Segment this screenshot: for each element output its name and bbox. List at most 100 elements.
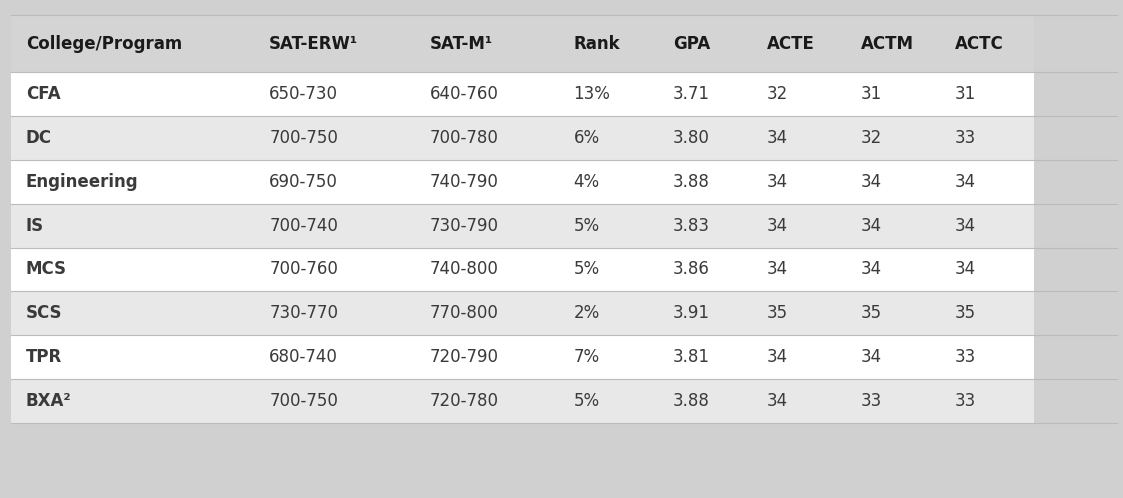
Text: 700-740: 700-740 (270, 217, 338, 235)
Text: 34: 34 (767, 348, 788, 366)
Text: 3.80: 3.80 (673, 129, 710, 147)
Text: IS: IS (26, 217, 44, 235)
Bar (559, 335, 658, 379)
Bar (11, 116, 255, 160)
Text: ACTC: ACTC (955, 34, 1004, 53)
Text: 34: 34 (767, 260, 788, 278)
Text: 740-800: 740-800 (430, 260, 499, 278)
Bar (658, 116, 752, 160)
Bar (752, 72, 847, 116)
Text: 3.86: 3.86 (673, 260, 710, 278)
Bar (255, 248, 416, 291)
Bar (940, 379, 1034, 423)
Bar (658, 160, 752, 204)
Bar (940, 248, 1034, 291)
Text: 33: 33 (955, 392, 976, 410)
Bar (847, 204, 940, 248)
Bar (752, 248, 847, 291)
Text: 34: 34 (955, 217, 976, 235)
Bar (940, 204, 1034, 248)
Text: 35: 35 (767, 304, 788, 322)
Bar (11, 248, 255, 291)
Bar (11, 15, 255, 72)
Bar (847, 15, 940, 72)
Text: 700-760: 700-760 (270, 260, 338, 278)
Text: Engineering: Engineering (26, 173, 138, 191)
Bar (559, 160, 658, 204)
Text: GPA: GPA (673, 34, 710, 53)
Text: 34: 34 (861, 173, 882, 191)
Bar (416, 291, 559, 335)
Bar (752, 291, 847, 335)
Text: 7%: 7% (574, 348, 600, 366)
Text: BXA²: BXA² (26, 392, 72, 410)
Text: ACTM: ACTM (861, 34, 914, 53)
Text: MCS: MCS (26, 260, 67, 278)
Bar (752, 335, 847, 379)
Bar (559, 116, 658, 160)
Bar (559, 291, 658, 335)
Bar (847, 291, 940, 335)
Text: 34: 34 (955, 260, 976, 278)
Bar (416, 379, 559, 423)
Text: 650-730: 650-730 (270, 85, 338, 103)
Bar (11, 160, 255, 204)
Bar (416, 204, 559, 248)
Text: 720-790: 720-790 (430, 348, 499, 366)
Text: 34: 34 (767, 217, 788, 235)
Bar (752, 160, 847, 204)
Bar (752, 15, 847, 72)
Text: 3.83: 3.83 (673, 217, 710, 235)
Bar (658, 335, 752, 379)
Text: 720-780: 720-780 (430, 392, 499, 410)
Text: 680-740: 680-740 (270, 348, 338, 366)
Text: 33: 33 (955, 129, 976, 147)
Bar (847, 72, 940, 116)
Text: 700-750: 700-750 (270, 129, 338, 147)
Bar (416, 116, 559, 160)
Bar (255, 72, 416, 116)
Text: 4%: 4% (574, 173, 600, 191)
Text: 5%: 5% (574, 260, 600, 278)
Bar (658, 248, 752, 291)
Text: 34: 34 (767, 129, 788, 147)
Text: 740-790: 740-790 (430, 173, 499, 191)
Bar (658, 379, 752, 423)
Text: Rank: Rank (574, 34, 620, 53)
Bar (11, 335, 255, 379)
Text: 770-800: 770-800 (430, 304, 499, 322)
Text: 31: 31 (955, 85, 976, 103)
Bar (847, 335, 940, 379)
Text: 2%: 2% (574, 304, 600, 322)
Text: 700-750: 700-750 (270, 392, 338, 410)
Text: 3.88: 3.88 (673, 392, 710, 410)
Text: 5%: 5% (574, 217, 600, 235)
Bar (940, 15, 1034, 72)
Text: 35: 35 (955, 304, 976, 322)
Bar (940, 160, 1034, 204)
Text: 730-790: 730-790 (430, 217, 499, 235)
Bar (255, 116, 416, 160)
Bar (416, 248, 559, 291)
Bar (658, 204, 752, 248)
Bar (416, 335, 559, 379)
Bar (255, 335, 416, 379)
Bar (559, 15, 658, 72)
Bar (847, 160, 940, 204)
Text: College/Program: College/Program (26, 34, 182, 53)
Text: DC: DC (26, 129, 52, 147)
Text: 33: 33 (861, 392, 883, 410)
Bar (658, 291, 752, 335)
Text: ACTE: ACTE (767, 34, 815, 53)
Text: 640-760: 640-760 (430, 85, 499, 103)
Text: 3.71: 3.71 (673, 85, 710, 103)
Text: 3.88: 3.88 (673, 173, 710, 191)
Text: TPR: TPR (26, 348, 62, 366)
Bar (255, 160, 416, 204)
Bar (847, 248, 940, 291)
Text: 5%: 5% (574, 392, 600, 410)
Text: 690-750: 690-750 (270, 173, 338, 191)
Bar (255, 15, 416, 72)
Text: SAT-M¹: SAT-M¹ (430, 34, 493, 53)
Bar (559, 248, 658, 291)
